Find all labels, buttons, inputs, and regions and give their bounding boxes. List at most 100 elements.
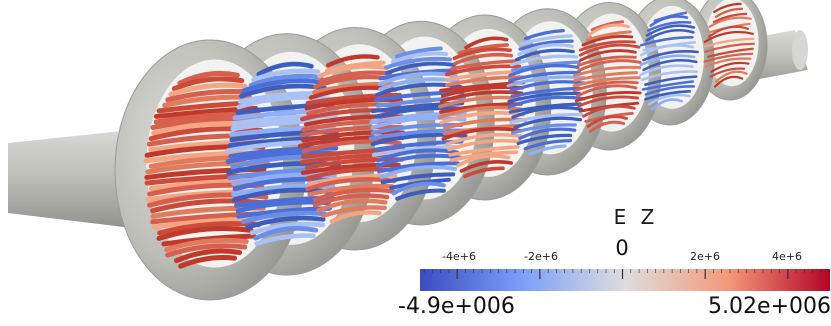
field-line [647,93,691,106]
field-line [463,166,505,179]
field-line [449,150,519,163]
colorbar-ticks [423,269,830,279]
field-line [391,51,449,64]
field-line [249,221,326,236]
field-line [511,123,577,135]
field-line [168,82,248,97]
field-line [375,153,464,168]
field-line [511,105,583,119]
field-line [649,15,689,27]
field-line [245,215,326,230]
field-line [236,95,333,110]
field-line [523,139,572,151]
field-line [704,57,752,68]
field-line [165,89,249,103]
field-line [312,193,390,208]
field-line [384,56,453,70]
field-line [645,29,695,42]
field-line [312,187,397,202]
field-line [456,154,511,168]
field-line [445,75,525,87]
field-line [579,49,637,62]
field-line [508,80,586,93]
field-line [513,116,582,130]
field-line [573,65,642,77]
field-line [514,48,575,62]
field-line [464,36,509,50]
field-line [300,146,405,159]
field-line [312,81,398,95]
field-line [444,69,521,82]
field-line [578,40,636,52]
field-line [457,43,509,55]
field-line [707,47,754,58]
field-line [646,21,692,32]
field-line [573,80,639,93]
field-line [710,61,750,73]
field-line [577,95,640,108]
colorbar-zero-label: 0 [615,236,629,260]
field-line [572,76,641,88]
field-line [639,36,694,47]
field-line [153,111,261,125]
field-line [438,95,524,109]
field-line [639,54,696,67]
field-line [707,25,750,38]
field-line [642,58,698,72]
field-line [523,29,565,41]
field-line [588,120,626,133]
field-line [301,130,406,143]
field-line [508,70,582,83]
field-line [642,50,699,62]
field-line [639,44,694,57]
field-line [518,127,577,140]
field-line [448,145,520,157]
field-line [644,85,696,96]
field-line [376,148,460,163]
field-line [303,114,405,127]
field-line [709,67,746,78]
field-line [317,64,390,79]
field-line [703,30,754,43]
field-line [440,85,524,98]
field-line [178,255,238,269]
field-line [644,75,698,86]
field-line [510,86,581,98]
field-line [449,59,522,71]
field-line [321,205,387,219]
field-line [395,188,446,201]
field-line [703,42,755,53]
field-line [165,243,248,258]
field-line [578,43,641,57]
field-line [712,12,748,23]
field-line [575,84,638,98]
field-line [639,64,694,77]
field-line [439,90,524,104]
field-line [459,160,514,173]
field-line [171,76,245,92]
field-line [645,24,696,37]
field-line [452,47,512,61]
field-line [651,98,684,111]
field-line [439,111,525,125]
colorbar-max-label: 5.02e+006 [708,294,831,319]
field-line [644,90,692,101]
colorbar [420,269,830,291]
field-line [380,172,456,185]
field-line [301,139,402,154]
field-line [254,233,316,247]
field-line [641,80,695,91]
field-line [256,61,314,77]
field-line [329,210,382,224]
field-line [586,115,629,128]
field-line [582,104,636,118]
colorbar-min-label: -4.9e+006 [398,294,515,319]
field-line [300,162,401,176]
field-line [528,144,567,156]
field-line [590,20,625,32]
field-line [307,183,395,197]
field-line [511,60,581,72]
field-line [713,2,742,13]
field-line [299,124,405,138]
